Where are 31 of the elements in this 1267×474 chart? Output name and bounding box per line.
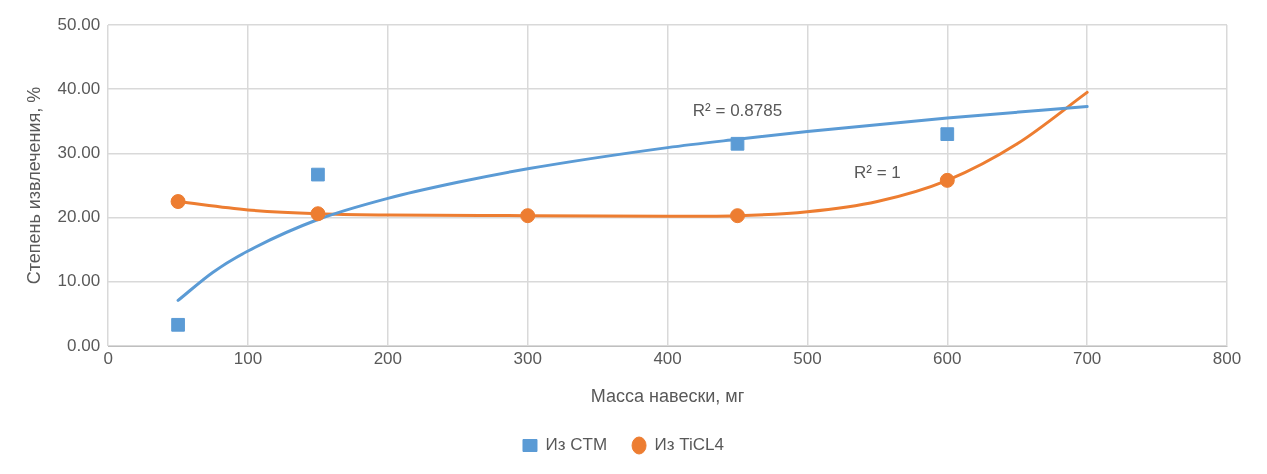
x-tick-label: 500 — [793, 348, 822, 368]
y-tick-label: 30.00 — [57, 143, 101, 163]
point — [730, 208, 745, 224]
x-tick-label: 700 — [1072, 348, 1102, 368]
y-tick-label: 50.00 — [57, 14, 101, 34]
legend-label: Из TiCL4 — [654, 435, 725, 455]
x-tick-label: 600 — [933, 348, 962, 368]
x-tick-label: 400 — [653, 348, 682, 368]
legend-label: Из CTM — [545, 435, 608, 455]
annotation: R² = 1 — [853, 163, 901, 183]
x-tick-label: 100 — [233, 348, 263, 368]
x-axis-title: Масса навески, мг — [590, 386, 745, 407]
x-tick-label: 300 — [513, 348, 542, 368]
annotation: R² = 0.8785 — [692, 100, 783, 120]
x-tick-label: 800 — [1212, 348, 1242, 368]
x-tick-label: 200 — [373, 348, 403, 368]
y-tick-label: 40.00 — [57, 78, 101, 98]
point — [940, 127, 955, 141]
point — [520, 208, 536, 224]
y-tick-label: 0.00 — [67, 335, 101, 355]
y-axis-title: Степень извлечения, % — [23, 86, 44, 285]
x-tick-label: 0 — [103, 348, 113, 368]
line-series — [176, 105, 1089, 302]
point — [171, 317, 185, 332]
point — [939, 172, 955, 188]
point — [311, 167, 325, 182]
point — [310, 206, 326, 222]
point — [730, 136, 745, 151]
point — [170, 194, 186, 210]
y-tick-label: 10.00 — [57, 271, 101, 291]
y-tick-label: 20.00 — [57, 207, 101, 227]
